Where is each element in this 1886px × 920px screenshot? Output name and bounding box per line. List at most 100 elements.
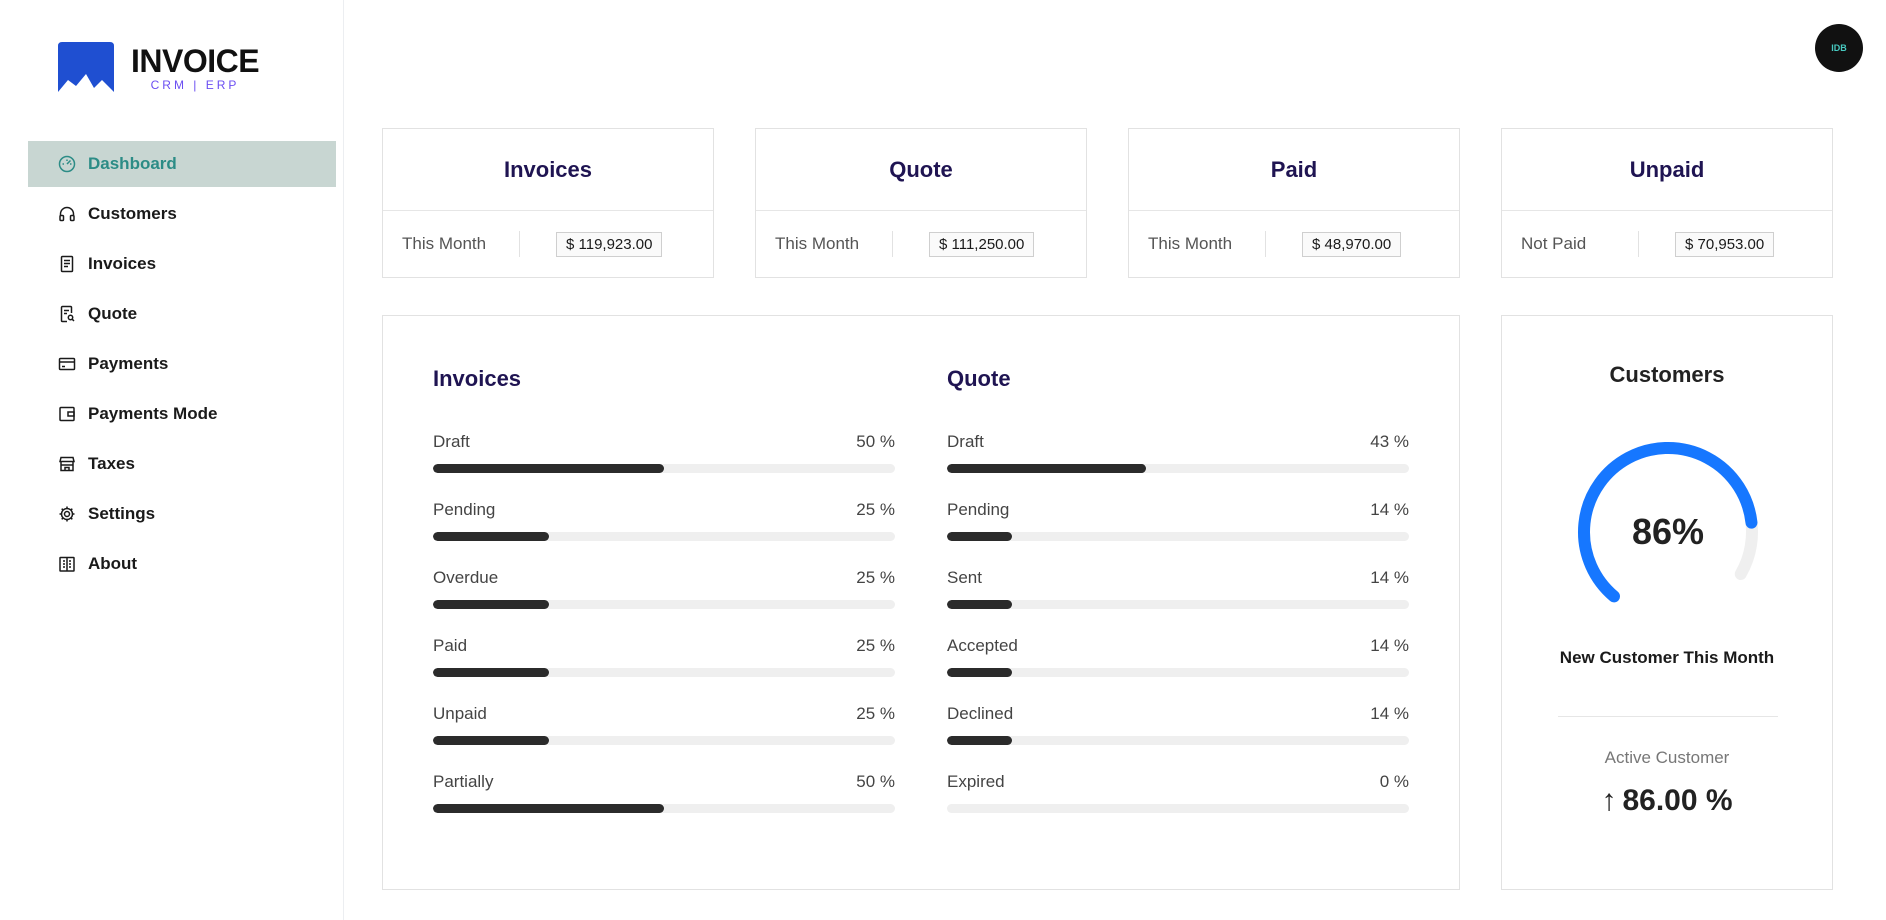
- progress-track: [433, 532, 895, 541]
- progress-fill: [433, 668, 549, 677]
- gauge-svg: [1578, 442, 1758, 603]
- sidebar-item-label: Payments Mode: [88, 404, 218, 423]
- progress-fill: [947, 464, 1146, 473]
- progress-percent: 0 %: [1379, 772, 1409, 791]
- progress-row: Sent 14 %: [947, 568, 1409, 636]
- gear-icon: [58, 505, 76, 523]
- sidebar-item-settings[interactable]: Settings: [28, 491, 336, 537]
- sidebar-item-label: Customers: [88, 204, 177, 223]
- progress-row: Unpaid 25 %: [433, 704, 895, 772]
- progress-percent: 50 %: [856, 772, 895, 791]
- progress-label: Pending: [433, 500, 496, 519]
- stat-card-paid: Paid This Month $ 48,970.00: [1128, 128, 1460, 278]
- stat-card-invoices: Invoices This Month $ 119,923.00: [382, 128, 714, 278]
- sidebar-item-quote[interactable]: Quote: [28, 291, 336, 337]
- progress-fill: [433, 804, 664, 813]
- sidebar-item-payments[interactable]: Payments: [28, 341, 336, 387]
- progress-row: Declined 14 %: [947, 704, 1409, 772]
- progress-track: [433, 804, 895, 813]
- avatar-initials: IDB: [1831, 43, 1847, 53]
- progress-percent: 14 %: [1370, 500, 1409, 519]
- progress-fill: [947, 668, 1012, 677]
- progress-percent: 14 %: [1370, 568, 1409, 587]
- stat-card-label: This Month: [402, 231, 520, 257]
- divider: [1558, 716, 1778, 717]
- brand-subtitle: CRM | ERP: [150, 78, 240, 92]
- logo-mark-icon: [58, 42, 114, 92]
- sidebar-item-invoices[interactable]: Invoices: [28, 241, 336, 287]
- progress-track: [947, 600, 1409, 609]
- progress-fill: [433, 736, 549, 745]
- progress-row: Draft 50 %: [433, 432, 895, 500]
- progress-row: Draft 43 %: [947, 432, 1409, 500]
- sidebar-item-dashboard[interactable]: Dashboard: [28, 141, 336, 187]
- sidebar-item-customers[interactable]: Customers: [28, 191, 336, 237]
- progress-percent: 43 %: [1370, 432, 1409, 451]
- shop-icon: [58, 455, 76, 473]
- credit-card-icon: [58, 355, 76, 373]
- stat-card-title: Quote: [756, 129, 1086, 211]
- sidebar-item-label: Settings: [88, 504, 156, 523]
- active-customer-label: Active Customer: [1604, 748, 1730, 767]
- sidebar-item-taxes[interactable]: Taxes: [28, 441, 336, 487]
- sidebar-item-label: Quote: [88, 304, 138, 323]
- stat-card-title: Invoices: [383, 129, 713, 211]
- progress-label: Draft: [433, 432, 470, 451]
- sidebar-item-about[interactable]: About: [28, 541, 336, 587]
- invoice-progress-title: Invoices: [433, 366, 522, 391]
- progress-percent: 25 %: [856, 500, 895, 519]
- brand-logo[interactable]: INVOICE CRM | ERP: [58, 42, 260, 92]
- sidebar: INVOICE CRM | ERP Dashboard Customers In…: [0, 0, 344, 920]
- progress-track: [947, 668, 1409, 677]
- sidebar-item-payments-mode[interactable]: Payments Mode: [28, 391, 336, 437]
- progress-percent: 14 %: [1370, 704, 1409, 723]
- stat-card-title: Paid: [1129, 129, 1459, 211]
- progress-label: Declined: [947, 704, 1014, 723]
- progress-label: Partially: [433, 772, 494, 791]
- quote-progress-column: Quote Draft 43 % Pending 14 % Sent 14 % Accept…: [947, 366, 1409, 840]
- progress-row: Overdue 25 %: [433, 568, 895, 636]
- progress-label: Overdue: [433, 568, 499, 587]
- progress-percent: 25 %: [856, 704, 895, 723]
- gauge-percent-text: 86%: [1631, 511, 1705, 552]
- stat-card-value: $ 70,953.00: [1675, 231, 1775, 257]
- sidebar-item-label: Invoices: [88, 254, 157, 273]
- progress-label: Sent: [947, 568, 982, 587]
- progress-track: [947, 736, 1409, 745]
- progress-fill: [433, 600, 549, 609]
- progress-track: [433, 464, 895, 473]
- active-customer-percent: 86.00 %: [1622, 784, 1733, 817]
- user-avatar[interactable]: IDB: [1815, 24, 1863, 72]
- stat-card-value: $ 111,250.00: [929, 231, 1035, 257]
- arrow-up-icon: ↑: [1601, 784, 1617, 817]
- progress-label: Unpaid: [433, 704, 487, 723]
- progress-label: Expired: [947, 772, 1005, 791]
- progress-fill: [433, 532, 549, 541]
- progress-fill: [433, 464, 664, 473]
- progress-row: Paid 25 %: [433, 636, 895, 704]
- status-progress-card: Invoices Draft 50 % Pending 25 % Overdue 25 %…: [382, 315, 1460, 890]
- sidebar-item-label: Payments: [88, 354, 169, 373]
- stat-card-label: This Month: [1148, 231, 1266, 257]
- quote-progress-title: Quote: [947, 366, 1011, 391]
- document-icon: [58, 255, 76, 273]
- progress-percent: 25 %: [856, 568, 895, 587]
- stat-card-label: Not Paid: [1521, 231, 1639, 257]
- new-customer-label: New Customer This Month: [1559, 648, 1775, 667]
- progress-fill: [947, 600, 1012, 609]
- progress-track: [433, 668, 895, 677]
- brand-title: INVOICE: [131, 43, 260, 79]
- progress-row: Expired 0 %: [947, 772, 1409, 840]
- progress-fill: [947, 532, 1012, 541]
- progress-track: [433, 736, 895, 745]
- stat-card-label: This Month: [775, 231, 893, 257]
- sidebar-nav: Dashboard Customers Invoices Quote Payme…: [28, 141, 336, 591]
- invoice-progress-column: Invoices Draft 50 % Pending 25 % Overdue 25 %…: [433, 366, 895, 840]
- active-customer-value: ↑ 86.00 %: [1502, 784, 1832, 818]
- progress-label: Draft: [947, 432, 984, 451]
- stat-card-title: Unpaid: [1502, 129, 1832, 211]
- stat-card-unpaid: Unpaid Not Paid $ 70,953.00: [1501, 128, 1833, 278]
- progress-percent: 14 %: [1370, 636, 1409, 655]
- gauge-fill: [1578, 442, 1758, 603]
- progress-label: Paid: [433, 636, 468, 655]
